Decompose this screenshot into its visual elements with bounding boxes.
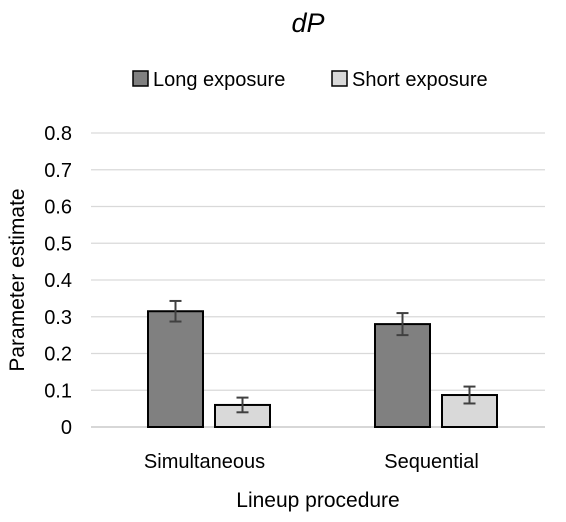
- legend-swatch-short: [331, 70, 348, 87]
- x-tick-label: Simultaneous: [144, 451, 265, 473]
- y-axis-ticks: 0 0.1 0.2 0.3 0.4 0.5 0.6 0.7 0.8: [44, 123, 72, 439]
- chart-title: dP: [291, 8, 324, 38]
- bars: [147, 299, 498, 429]
- y-axis-label: Parameter estimate: [6, 188, 29, 371]
- y-tick-label: 0.1: [44, 380, 72, 402]
- x-tick-label: Sequential: [384, 451, 479, 473]
- legend-swatch-long: [132, 70, 149, 87]
- x-axis-label: Lineup procedure: [236, 489, 399, 512]
- y-tick-label: 0.6: [44, 197, 72, 219]
- legend-label: Short exposure: [352, 69, 488, 91]
- y-tick-label: 0.4: [44, 270, 72, 292]
- y-tick-label: 0.3: [44, 307, 72, 329]
- y-tick-label: 0.2: [44, 344, 72, 366]
- bar-long-sequential: [374, 323, 431, 429]
- y-tick-label: 0.5: [44, 233, 72, 255]
- y-tick-label: 0: [61, 417, 72, 439]
- y-tick-label: 0.7: [44, 160, 72, 182]
- x-axis-ticks: Simultaneous Sequential: [144, 451, 479, 473]
- y-tick-label: 0.8: [44, 123, 72, 145]
- legend: Long exposure Short exposure: [132, 69, 488, 91]
- bar-long-simultaneous: [147, 310, 204, 428]
- legend-label: Long exposure: [153, 69, 285, 91]
